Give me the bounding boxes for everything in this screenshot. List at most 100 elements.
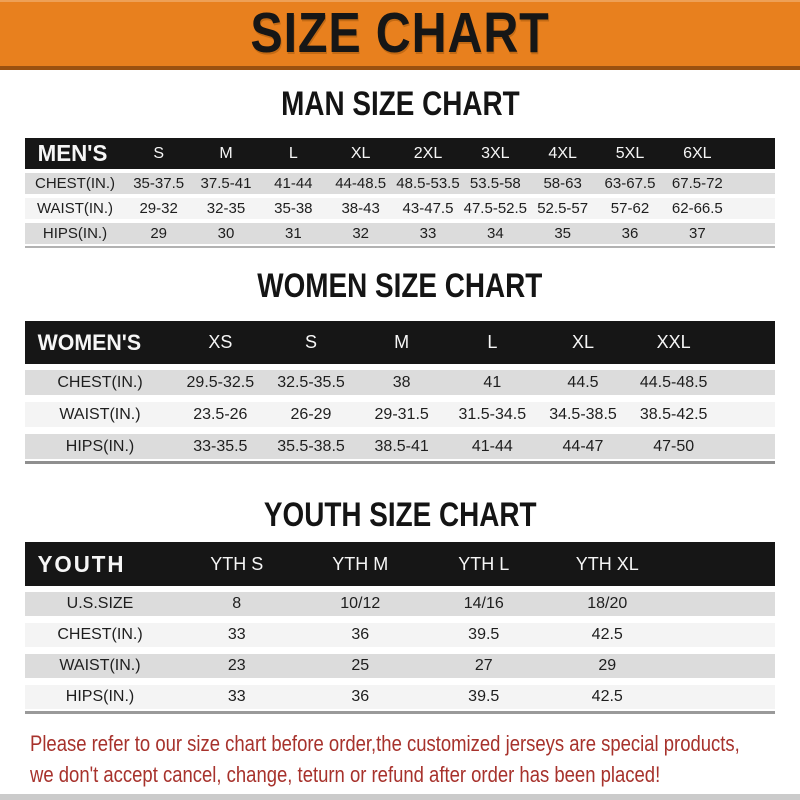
man-size-section: MAN SIZE CHART MEN'S S M L XL 2XL 3XL 4XL 5XL 6X… <box>0 86 800 248</box>
size-value-cell: 39.5 <box>468 688 500 705</box>
table-bottom-border <box>25 461 775 464</box>
page-bottom-strip <box>0 794 800 800</box>
size-value-cell: 29-32 <box>139 200 178 217</box>
size-value-cell: 44.5 <box>567 373 599 391</box>
size-value-cell: 58-63 <box>543 175 582 192</box>
size-column-header: YTH M <box>332 553 389 574</box>
size-value-cell: 25 <box>351 657 370 674</box>
size-column-header: S <box>304 332 317 352</box>
size-column-header: 5XL <box>615 144 645 162</box>
size-column-header: L <box>288 144 298 162</box>
size-value-cell: 42.5 <box>591 688 623 705</box>
row-header-label: U.S.SIZE <box>66 595 134 612</box>
women-size-section: WOMEN SIZE CHART WOMEN'S XS S M L XL XXL CHES… <box>0 268 800 464</box>
size-value-cell: 62-66.5 <box>671 200 723 217</box>
womens-table-header-label: WOMEN'S <box>37 329 142 355</box>
women-section-heading: WOMEN SIZE CHART <box>0 268 800 304</box>
size-column-header: YTH L <box>458 553 510 574</box>
table-row: HIPS(IN.) 33 36 39.5 42.5 <box>25 685 775 709</box>
table-row: WAIST(IN.) 23.5-26 26-29 29-31.5 31.5-34.5 3… <box>25 402 775 427</box>
size-value-cell: 41-44 <box>274 175 313 192</box>
size-value-cell: 27 <box>474 657 493 674</box>
size-value-cell: 23 <box>227 657 246 674</box>
size-value-cell: 29-31.5 <box>374 405 429 423</box>
size-column-header: XL <box>350 144 371 162</box>
size-value-cell: 29 <box>150 225 167 242</box>
size-value-cell: 33 <box>227 626 246 643</box>
row-header-label: WAIST(IN.) <box>59 405 141 423</box>
size-value-cell: 32-35 <box>206 200 246 217</box>
size-value-cell: 35-37.5 <box>133 175 185 192</box>
size-value-cell: 42.5 <box>591 626 623 643</box>
row-header-label: CHEST(IN.) <box>57 626 143 643</box>
size-value-cell: 36 <box>351 688 370 705</box>
size-value-cell: 31 <box>284 225 302 242</box>
size-value-cell: 52.5-57 <box>537 200 589 217</box>
size-chart-banner: SIZE CHART <box>0 0 800 70</box>
size-value-cell: 37.5-41 <box>200 175 252 192</box>
table-row: CHEST(IN.) 29.5-32.5 32.5-35.5 38 41 44.5 44.… <box>25 370 775 395</box>
size-column-header: S <box>153 144 164 162</box>
man-section-heading: MAN SIZE CHART <box>0 86 800 122</box>
size-value-cell: 32.5-35.5 <box>277 373 345 391</box>
size-column-header: M <box>219 144 233 162</box>
size-value-cell: 44.5-48.5 <box>639 373 708 391</box>
size-column-header: M <box>394 332 410 352</box>
size-value-cell: 43-47.5 <box>402 200 454 217</box>
size-value-cell: 29 <box>598 657 617 674</box>
size-column-header: XL <box>571 332 594 352</box>
size-column-header: 3XL <box>481 144 510 162</box>
youth-size-table: YOUTH YTH S YTH M YTH L YTH XL U.S.SIZE 8 10… <box>25 542 775 714</box>
size-value-cell: 53.5-58 <box>469 175 521 192</box>
size-value-cell: 33-35.5 <box>193 437 248 455</box>
size-value-cell: 36 <box>351 626 370 643</box>
table-row: CHEST(IN.) 35-37.5 37.5-41 41-44 44-48.5 48.… <box>25 173 775 194</box>
disclaimer-line-1: Please refer to our size chart before or… <box>30 731 740 756</box>
size-value-cell: 38.5-42.5 <box>639 405 708 423</box>
size-value-cell: 29.5-32.5 <box>186 373 255 391</box>
row-header-label: HIPS(IN.) <box>65 688 135 705</box>
size-value-cell: 39.5 <box>468 626 500 643</box>
disclaimer-note: Please refer to our size chart before or… <box>30 728 800 790</box>
size-value-cell: 18/20 <box>587 595 628 612</box>
table-bottom-border <box>25 711 775 714</box>
size-column-header: YTH XL <box>575 553 639 574</box>
youth-size-section: YOUTH SIZE CHART YOUTH YTH S YTH M YTH L YT… <box>0 497 800 714</box>
mens-table-header-band: MEN'S S M L XL 2XL 3XL 4XL 5XL 6XL <box>25 138 775 169</box>
size-value-cell: 38 <box>392 373 411 391</box>
size-column-header: XS <box>208 332 233 352</box>
size-value-cell: 41 <box>483 373 502 391</box>
row-header-label: WAIST(IN.) <box>59 657 141 674</box>
size-value-cell: 32 <box>352 225 369 242</box>
youth-table-header-band: YOUTH YTH S YTH M YTH L YTH XL <box>25 542 775 586</box>
table-row: CHEST(IN.) 33 36 39.5 42.5 <box>25 623 775 647</box>
size-value-cell: 63-67.5 <box>604 175 656 192</box>
womens-table-header-band: WOMEN'S XS S M L XL XXL <box>25 321 775 364</box>
size-value-cell: 23.5-26 <box>193 405 248 423</box>
size-value-cell: 14/16 <box>463 595 504 612</box>
disclaimer-line-2: we don't accept cancel, change, teturn o… <box>30 762 661 787</box>
size-value-cell: 38-43 <box>341 200 380 217</box>
man-section-heading-text: MAN SIZE CHART <box>280 85 520 123</box>
table-row: HIPS(IN.) 33-35.5 35.5-38.5 38.5-41 41-44 44… <box>25 434 775 459</box>
size-value-cell: 41-44 <box>471 437 513 455</box>
row-header-label: CHEST(IN.) <box>57 373 143 391</box>
size-column-header: XXL <box>656 332 691 352</box>
size-value-cell: 31.5-34.5 <box>458 405 527 423</box>
size-value-cell: 57-62 <box>610 200 650 217</box>
youth-section-heading-text: YOUTH SIZE CHART <box>263 496 537 534</box>
size-value-cell: 67.5-72 <box>671 175 723 192</box>
size-value-cell: 37 <box>688 225 706 242</box>
size-column-header: 6XL <box>683 144 712 162</box>
size-value-cell: 35.5-38.5 <box>277 437 345 455</box>
row-header-label: CHEST(IN.) <box>35 175 115 192</box>
size-value-cell: 34.5-38.5 <box>549 405 617 423</box>
row-header-label: HIPS(IN.) <box>42 225 108 242</box>
row-header-label: WAIST(IN.) <box>36 200 114 217</box>
size-value-cell: 36 <box>621 225 639 242</box>
youth-table-header-label: YOUTH <box>37 550 126 577</box>
size-column-header: L <box>487 332 498 352</box>
womens-size-table: WOMEN'S XS S M L XL XXL CHEST(IN.) 29.5-32.5 3… <box>25 321 775 464</box>
size-value-cell: 30 <box>217 225 235 242</box>
size-value-cell: 10/12 <box>340 595 381 612</box>
